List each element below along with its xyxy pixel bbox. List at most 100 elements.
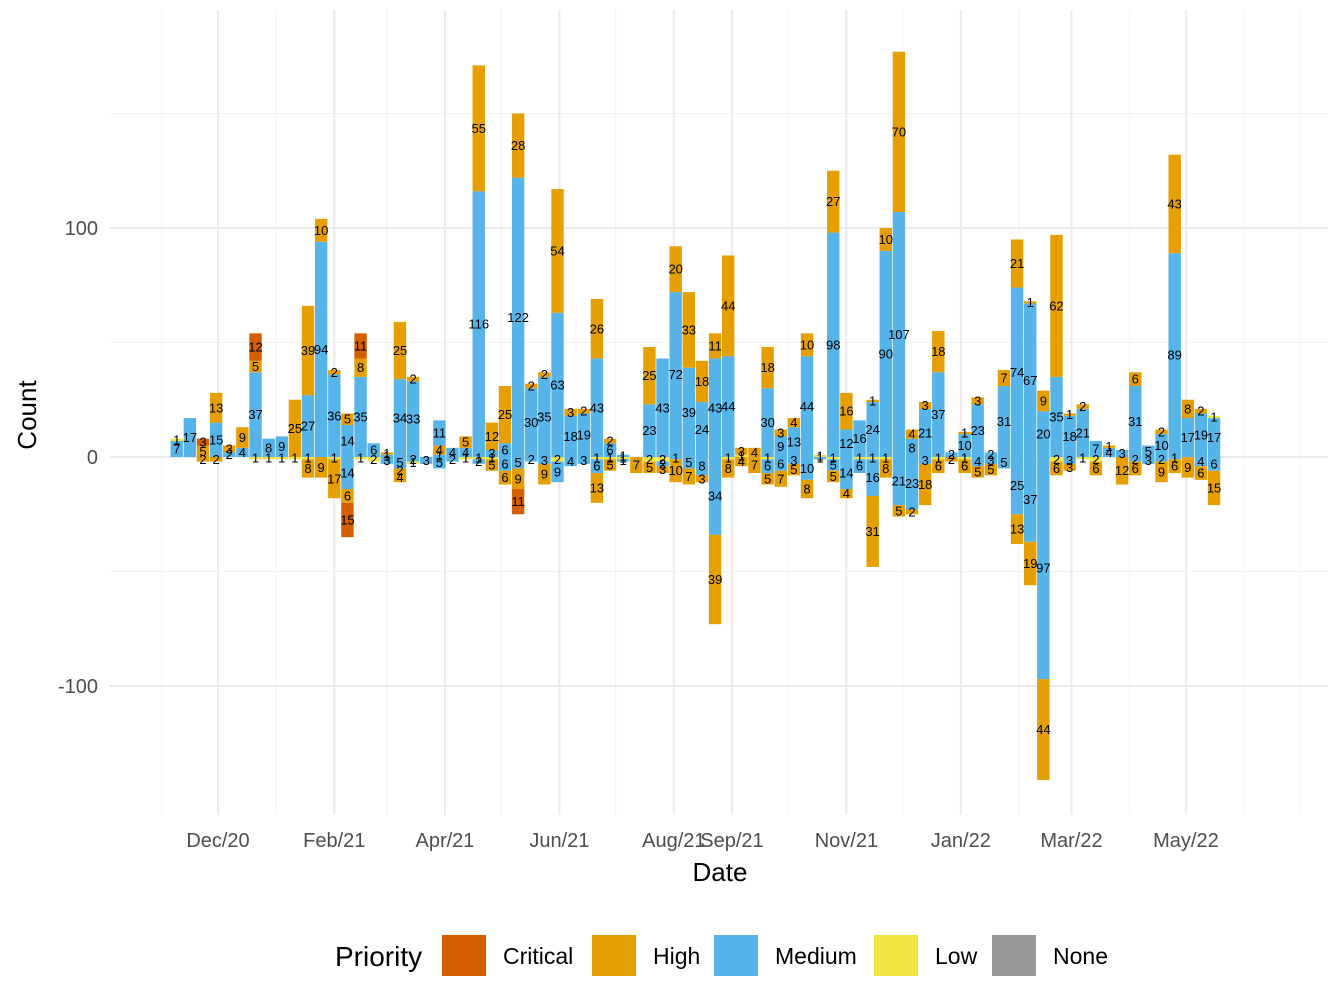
bar-segment-medium <box>787 427 801 457</box>
bar-segment-high <box>249 360 262 373</box>
bar-segment-low <box>1050 457 1063 462</box>
bar-label: 17 <box>1181 430 1195 445</box>
bar-segment-critical <box>354 333 367 359</box>
bar-segment-low <box>170 438 183 441</box>
bar-segment-medium <box>1194 413 1208 457</box>
bar-segment-medium <box>997 457 1011 469</box>
bar-segment-medium <box>1207 457 1221 471</box>
bar-segment-high <box>630 457 643 474</box>
bar-label: 122 <box>507 310 529 325</box>
bar-label: 1 <box>475 451 482 466</box>
bar-label: 12 <box>248 340 262 355</box>
bar-label: 6 <box>935 459 942 474</box>
bar-label: 1 <box>672 451 679 466</box>
bar-segment-medium <box>643 404 656 457</box>
bar-segment-low <box>722 457 735 460</box>
bar-label: 1 <box>869 451 876 466</box>
bar-label: 3 <box>922 398 929 413</box>
bar-segment-high <box>1168 459 1181 474</box>
bar-label: 24 <box>695 422 709 437</box>
bar-label: 5 <box>790 462 797 477</box>
bar-segment-medium <box>1115 450 1129 457</box>
bar-segment-medium <box>393 379 407 457</box>
bar-label: 11 <box>511 494 525 509</box>
bar-segment-high <box>656 466 669 474</box>
bar-label: 19 <box>1194 428 1208 443</box>
bar-label: 7 <box>633 458 640 473</box>
bar-segment-medium <box>577 413 590 457</box>
bar-segment-high <box>1115 457 1129 485</box>
bar-label: 3 <box>974 393 981 408</box>
bar-segment-high <box>1010 514 1024 545</box>
bar-segment-high <box>393 468 407 474</box>
bar-label: 16 <box>839 404 853 419</box>
bar-segment-high <box>603 438 617 444</box>
bar-label: 1 <box>436 448 443 463</box>
bar-segment-high <box>708 333 722 359</box>
bar-label: 1 <box>869 393 876 408</box>
bar-label: 25 <box>288 421 302 436</box>
bar-label: 5 <box>830 458 837 473</box>
bar-segment-high <box>800 479 814 499</box>
bar-segment-low <box>1089 457 1103 462</box>
bar-label: 43 <box>708 400 722 415</box>
bar-label: 18 <box>918 477 932 492</box>
bar-segment-medium <box>905 438 919 457</box>
bar-label: 2 <box>606 433 613 448</box>
bar-segment-medium <box>892 211 906 457</box>
bar-segment-high <box>1037 679 1050 780</box>
bar-segment-medium <box>511 177 525 457</box>
bar-segment-high <box>827 170 840 233</box>
bar-segment-high <box>564 408 577 416</box>
bar-label: 4 <box>567 454 574 469</box>
x-tick-label: Dec/20 <box>186 830 249 852</box>
bar-segment-high <box>1168 154 1181 254</box>
bar-segment-high <box>538 372 551 377</box>
bar-segment-high <box>866 495 879 567</box>
bar-segment-high <box>748 447 761 457</box>
bar-segment-medium <box>892 457 906 506</box>
bar-label: 94 <box>314 342 328 357</box>
bar-segment-medium <box>787 457 801 464</box>
bar-label: 5 <box>646 460 653 475</box>
bar-label: 1 <box>331 451 338 466</box>
bar-label: 43 <box>655 400 669 415</box>
bar-label: 7 <box>1000 370 1007 385</box>
bar-label: 3 <box>423 453 430 468</box>
bar-segment-medium <box>827 459 840 471</box>
bar-label: 67 <box>1023 373 1037 388</box>
bar-label: 4 <box>751 445 758 460</box>
bar-segment-high <box>945 457 958 462</box>
bar-segment-low <box>879 457 892 460</box>
bar-segment-high <box>1181 399 1194 419</box>
bar-segment-medium <box>538 457 551 464</box>
legend: Priority Critical High Medium Low None <box>335 935 1108 976</box>
bar-label: 6 <box>593 459 600 474</box>
bar-segment-medium <box>525 388 538 457</box>
bar-label: 10 <box>1154 438 1168 453</box>
bar-label: 1 <box>620 448 627 463</box>
bar-segment-critical <box>511 489 525 515</box>
bar-segment-medium <box>249 372 262 457</box>
bar-segment-high <box>472 65 485 192</box>
bar-label: 9 <box>777 439 784 454</box>
bar-label: 3 <box>1066 460 1073 475</box>
bar-label: 107 <box>888 327 910 342</box>
bar-label: 3 <box>1145 453 1152 468</box>
legend-label-high: High <box>653 943 700 969</box>
bar-label: 9 <box>1158 464 1165 479</box>
bar-label: 5 <box>199 444 206 459</box>
bar-label: 5 <box>987 462 994 477</box>
bar-segment-high <box>892 51 906 212</box>
legend-key-high <box>592 935 636 976</box>
bar-label: 15 <box>340 512 354 527</box>
bar-label: 16 <box>865 470 879 485</box>
bar-label: 2 <box>1053 452 1060 467</box>
bar-segment-low <box>656 457 669 462</box>
bar-label: 44 <box>1036 722 1050 737</box>
bar-segment-high <box>682 292 696 368</box>
bar-label: 9 <box>541 467 548 482</box>
bar-segment-medium <box>459 447 472 457</box>
bar-segment-low <box>367 457 380 462</box>
bar-label: 1 <box>1171 451 1178 466</box>
